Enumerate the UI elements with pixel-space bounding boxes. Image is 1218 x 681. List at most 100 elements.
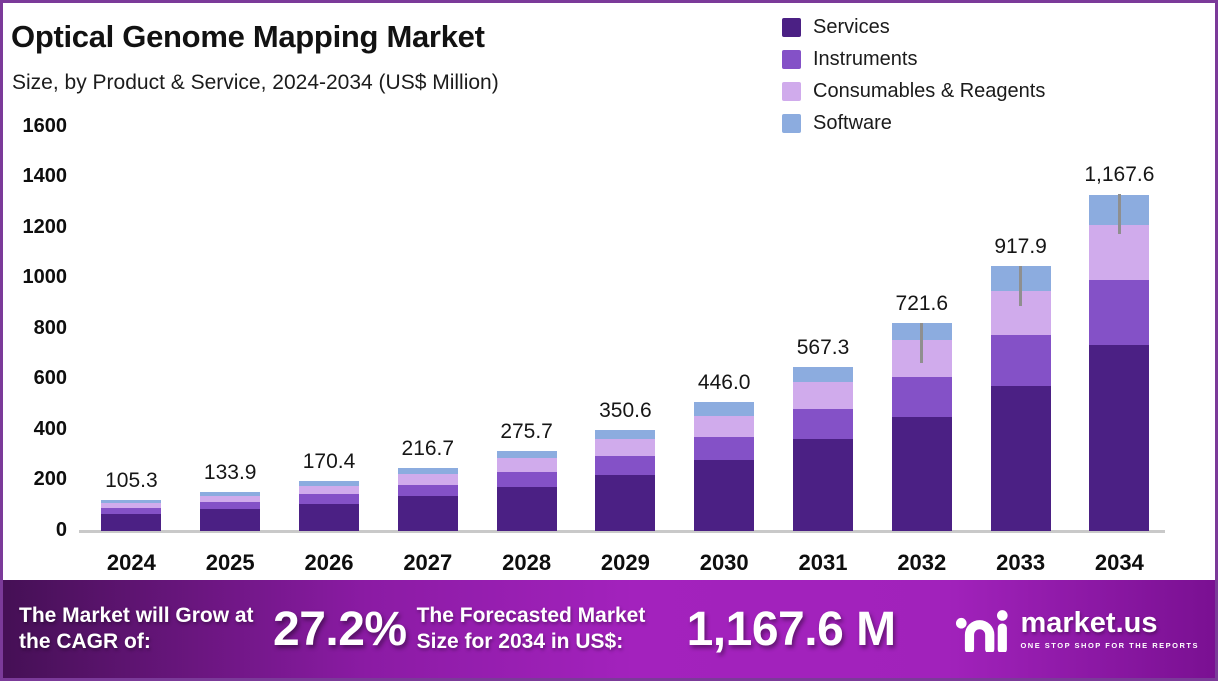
bar-segment-services xyxy=(1089,344,1150,531)
stacked-bar-2026 xyxy=(299,481,359,531)
bar-segment-services xyxy=(694,459,755,531)
y-axis-tick-label: 1000 xyxy=(22,266,68,288)
stacked-bar-2032 xyxy=(891,322,952,531)
bar-segment-services xyxy=(595,475,656,531)
error-whisker-2032 xyxy=(920,322,924,363)
bar-segment-software xyxy=(101,500,162,503)
cagr-label: The Market will Grow at the CAGR of: xyxy=(19,603,254,653)
bar-value-label: 917.9 xyxy=(994,235,1047,259)
bar-segment-software xyxy=(496,451,557,459)
bar-segment-consumables-reagents xyxy=(200,495,261,503)
legend-swatch-icon xyxy=(782,113,801,133)
marketus-logo-icon xyxy=(956,610,1009,652)
brand-tagline: ONE STOP SHOP FOR THE REPORTS xyxy=(1020,640,1199,650)
legend-label: Consumables & Reagents xyxy=(813,79,1046,102)
x-axis-year-label: 2025 xyxy=(205,550,255,575)
bar-segment-software xyxy=(299,481,359,486)
stacked-bar-2033 xyxy=(990,266,1051,531)
legend-label: Services xyxy=(813,15,890,38)
bar-segment-consumables-reagents xyxy=(793,381,853,409)
bar-segment-consumables-reagents xyxy=(595,438,656,457)
y-axis-tick-label: 600 xyxy=(33,367,67,389)
bar-value-label: 350.6 xyxy=(599,398,652,422)
bar-value-label: 567.3 xyxy=(796,336,850,360)
bar-segment-instruments xyxy=(200,502,261,510)
bar-segment-consumables-reagents xyxy=(299,485,359,495)
stacked-bar-2027 xyxy=(397,468,458,531)
x-axis-line xyxy=(79,530,1165,533)
stacked-bar-2025 xyxy=(200,492,261,531)
y-axis-tick-label: 200 xyxy=(33,468,67,490)
bar-segment-software xyxy=(595,429,656,439)
x-axis-year-label: 2030 xyxy=(699,550,749,575)
footer-banner: The Market will Grow at the CAGR of: 27.… xyxy=(3,580,1215,678)
bar-segment-instruments xyxy=(595,456,656,476)
plot-area: 0 200 400 600 800 1000 1200 1400 1600 105.3 2024 13… xyxy=(3,3,1215,678)
legend-item-1: Services xyxy=(782,11,1045,43)
page-title: Optical Genome Mapping Market xyxy=(11,19,485,54)
bar-segment-software xyxy=(397,468,458,474)
legend-item-2: Instruments xyxy=(782,43,1045,75)
y-axis-tick-label: 800 xyxy=(33,316,67,339)
bar-segment-services xyxy=(200,509,261,531)
bar-value-label: 133.9 xyxy=(203,460,257,484)
legend-label: Instruments xyxy=(813,47,918,70)
bar-segment-instruments xyxy=(1089,279,1150,345)
y-axis-tick-label: 0 xyxy=(55,518,67,541)
bar-segment-services xyxy=(793,439,853,531)
legend-swatch-icon xyxy=(782,81,801,101)
x-axis-year-label: 2034 xyxy=(1094,550,1144,575)
brand-logo: market.us ONE STOP SHOP FOR THE REPORTS xyxy=(955,606,1199,652)
bar-segment-software xyxy=(793,367,853,382)
x-axis-year-label: 2027 xyxy=(403,550,453,575)
bar-value-label: 446.0 xyxy=(697,371,751,395)
y-axis-tick-label: 1200 xyxy=(22,215,68,238)
bar-segment-software xyxy=(200,492,261,496)
bar-segment-consumables-reagents xyxy=(397,473,458,485)
bar-segment-services xyxy=(299,503,359,531)
bar-value-label: 721.6 xyxy=(895,291,949,315)
y-axis-tick-label: 1400 xyxy=(22,165,68,187)
bar-segment-services xyxy=(891,416,952,531)
page-subtitle: Size, by Product & Service, 2024-2034 (U… xyxy=(12,71,499,94)
error-whisker-2033 xyxy=(1019,266,1023,307)
bar-segment-instruments xyxy=(496,472,557,487)
bar-segment-instruments xyxy=(990,334,1051,386)
bar-segment-consumables-reagents xyxy=(496,458,557,472)
bar-value-label: 170.4 xyxy=(302,450,356,474)
bar-segment-consumables-reagents xyxy=(1089,225,1150,280)
stacked-bar-2029 xyxy=(595,429,656,531)
bar-segment-services xyxy=(397,496,458,531)
chart-legend: Services Instruments Consumables & Reagent… xyxy=(782,11,1045,139)
bar-segment-instruments xyxy=(793,408,853,440)
stacked-bar-2028 xyxy=(496,451,557,531)
cagr-value: 27.2% xyxy=(273,602,407,656)
bar-segment-services xyxy=(101,513,162,531)
stacked-bar-2031 xyxy=(793,367,853,531)
legend-swatch-icon xyxy=(782,49,801,69)
bar-segment-instruments xyxy=(397,484,458,497)
bar-segment-instruments xyxy=(299,494,359,504)
bar-segment-instruments xyxy=(101,508,162,514)
x-axis-year-label: 2031 xyxy=(798,550,848,575)
bar-value-label: 216.7 xyxy=(401,437,455,461)
bar-segment-services xyxy=(496,486,557,531)
bar-segment-software xyxy=(694,402,755,416)
forecast-label: The Forecasted Market Size for 2034 in U… xyxy=(416,603,646,653)
x-axis-year-label: 2032 xyxy=(897,550,947,575)
bar-segment-consumables-reagents xyxy=(101,502,162,509)
bar-segment-instruments xyxy=(694,437,755,460)
forecast-value: 1,167.6 M xyxy=(686,602,896,656)
y-axis-tick-label: 1600 xyxy=(22,114,68,137)
x-axis-year-label: 2028 xyxy=(502,550,552,575)
legend-item-3: Consumables & Reagents xyxy=(782,75,1045,107)
legend-swatch-icon xyxy=(782,17,801,37)
stacked-bar-2030 xyxy=(694,402,755,531)
brand-name: market.us xyxy=(1020,606,1158,639)
stacked-bar-2024 xyxy=(101,500,162,531)
x-axis-year-label: 2029 xyxy=(600,550,650,575)
x-axis-year-label: 2033 xyxy=(996,550,1046,575)
x-axis-year-label: 2024 xyxy=(106,550,156,575)
stacked-bar-2034 xyxy=(1089,194,1150,531)
